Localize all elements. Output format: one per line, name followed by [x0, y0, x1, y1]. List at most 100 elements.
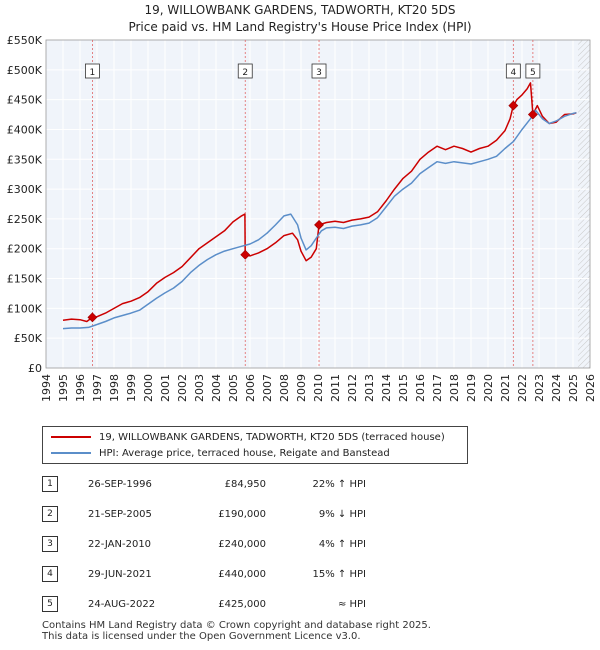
x-tick-label: 2019: [465, 374, 478, 402]
y-tick-label: £300K: [7, 183, 43, 196]
legend: 19, WILLOWBANK GARDENS, TADWORTH, KT20 5…: [42, 426, 468, 464]
x-tick-label: 2006: [244, 374, 257, 402]
sale-marker-box: [525, 63, 541, 79]
x-tick-label: 2002: [176, 374, 189, 402]
legend-label-hpi: HPI: Average price, terraced house, Reig…: [99, 447, 390, 459]
plot-frame: [45, 39, 591, 369]
x-tick-label: 1996: [74, 374, 87, 402]
legend-label-property: 19, WILLOWBANK GARDENS, TADWORTH, KT20 5…: [99, 431, 445, 443]
sale-point: [87, 312, 98, 323]
x-tick-label: 1998: [108, 374, 121, 402]
sale-hpi-comparison: ≈ HPI: [337, 599, 366, 610]
x-tick-label: 2007: [261, 374, 274, 402]
sale-price: £190,000: [218, 509, 266, 520]
x-tick-label: 2010: [312, 374, 325, 402]
sale-marker-label: 5: [530, 68, 536, 78]
footer-license: This data is licensed under the Open Gov…: [42, 631, 361, 642]
chart-title-line-1: 19, WILLOWBANK GARDENS, TADWORTH, KT20 5…: [144, 3, 456, 17]
sale-row-1: 1 26-SEP-1996 £84,950 22% ↑ HPI: [42, 476, 402, 496]
sale-number-badge: 3: [42, 536, 58, 552]
x-tick-label: 1997: [91, 374, 104, 402]
x-tick-label: 2009: [295, 374, 308, 402]
sale-hpi-comparison: 4% ↑ HPI: [318, 539, 366, 550]
sale-marker-box: [237, 63, 253, 79]
y-tick-label: £200K: [7, 243, 43, 256]
y-tick-label: £500K: [7, 64, 43, 77]
x-tick-label: 2014: [380, 374, 393, 402]
x-tick-label: 2018: [448, 374, 461, 402]
y-tick-label: £250K: [7, 213, 43, 226]
sale-date: 22-JAN-2010: [88, 539, 152, 550]
footer: Contains HM Land Registry data © Crown c…: [42, 620, 431, 642]
x-tick-label: 2011: [329, 374, 342, 402]
x-tick-label: 2026: [584, 374, 597, 402]
y-tick-label: £100K: [7, 302, 43, 315]
chart-title: 19, WILLOWBANK GARDENS, TADWORTH, KT20 5…: [0, 2, 600, 36]
x-tick-label: 2008: [278, 374, 291, 402]
sale-marker-label: 1: [90, 68, 96, 78]
sale-point: [508, 100, 519, 111]
sale-point: [314, 219, 324, 230]
sale-date: 29-JUN-2021: [88, 569, 152, 580]
chart-title-line-2: Price paid vs. HM Land Registry's House …: [128, 20, 472, 34]
sale-date: 21-SEP-2005: [88, 509, 152, 520]
x-tick-label: 2004: [210, 374, 223, 402]
legend-item-hpi: HPI: Average price, terraced house, Reig…: [51, 445, 390, 461]
sale-point: [527, 109, 538, 120]
sale-number-badge: 2: [42, 506, 58, 522]
x-tick-label: 1999: [125, 374, 138, 402]
sale-hpi-comparison: 9% ↓ HPI: [318, 509, 366, 520]
sale-number-badge: 1: [42, 476, 58, 492]
x-tick-label: 2020: [482, 374, 495, 402]
x-tick-label: 2025: [567, 374, 580, 402]
sale-hpi-comparison: 15% ↑ HPI: [312, 569, 366, 580]
footer-copyright: Contains HM Land Registry data © Crown c…: [42, 620, 431, 631]
sale-number-badge: 5: [42, 596, 58, 612]
future-shaded-region: [578, 40, 590, 368]
x-tick-label: 1995: [57, 374, 70, 402]
x-tick-label: 2000: [142, 374, 155, 402]
sale-row-2: 2 21-SEP-2005 £190,000 9% ↓ HPI: [42, 506, 402, 526]
x-tick-label: 2024: [550, 374, 563, 402]
sale-row-3: 3 22-JAN-2010 £240,000 4% ↑ HPI: [42, 536, 402, 556]
legend-item-property: 19, WILLOWBANK GARDENS, TADWORTH, KT20 5…: [51, 429, 445, 445]
sale-row-5: 5 24-AUG-2022 £425,000 ≈ HPI: [42, 596, 402, 616]
sale-price: £425,000: [218, 599, 266, 610]
sale-marker-label: 4: [510, 68, 516, 78]
sale-price: £240,000: [218, 539, 266, 550]
sale-marker-box: [311, 63, 327, 79]
x-tick-label: 2015: [397, 374, 410, 402]
x-tick-label: 2023: [533, 374, 546, 402]
sale-marker-box: [85, 63, 100, 79]
sale-point: [240, 249, 251, 260]
x-tick-label: 2001: [159, 374, 172, 402]
y-tick-label: £50K: [14, 332, 43, 345]
legend-swatch-hpi: [51, 452, 91, 454]
sale-marker-label: 2: [242, 68, 248, 78]
x-tick-label: 2022: [516, 374, 529, 402]
y-tick-label: £400K: [7, 123, 43, 136]
x-tick-label: 2012: [346, 374, 359, 402]
y-tick-label: £0: [28, 362, 42, 375]
x-tick-label: 2017: [431, 374, 444, 402]
sale-number-badge: 4: [42, 566, 58, 582]
sale-hpi-comparison: 22% ↑ HPI: [312, 479, 366, 490]
y-tick-label: £350K: [7, 153, 43, 166]
price-chart: 1 2 3 4 5 £0 £50K £100K £150K £200K £250K £300K £350…: [7, 34, 597, 402]
sale-marker-label: 3: [316, 68, 322, 78]
x-tick-label: 2003: [193, 374, 206, 402]
sale-marker-box: [505, 63, 521, 79]
x-tick-label: 1994: [40, 374, 53, 402]
y-tick-label: £450K: [7, 94, 43, 107]
sale-price: £440,000: [218, 569, 266, 580]
sale-price: £84,950: [224, 479, 266, 490]
sale-date: 26-SEP-1996: [88, 479, 152, 490]
y-tick-label: £150K: [7, 273, 43, 286]
y-tick-label: £550K: [7, 34, 43, 47]
sale-row-4: 4 29-JUN-2021 £440,000 15% ↑ HPI: [42, 566, 402, 586]
sale-date: 24-AUG-2022: [88, 599, 156, 610]
x-tick-label: 2021: [499, 374, 512, 402]
hpi-line: [62, 109, 577, 330]
x-tick-label: 2013: [363, 374, 376, 402]
legend-swatch-property: [51, 436, 91, 438]
